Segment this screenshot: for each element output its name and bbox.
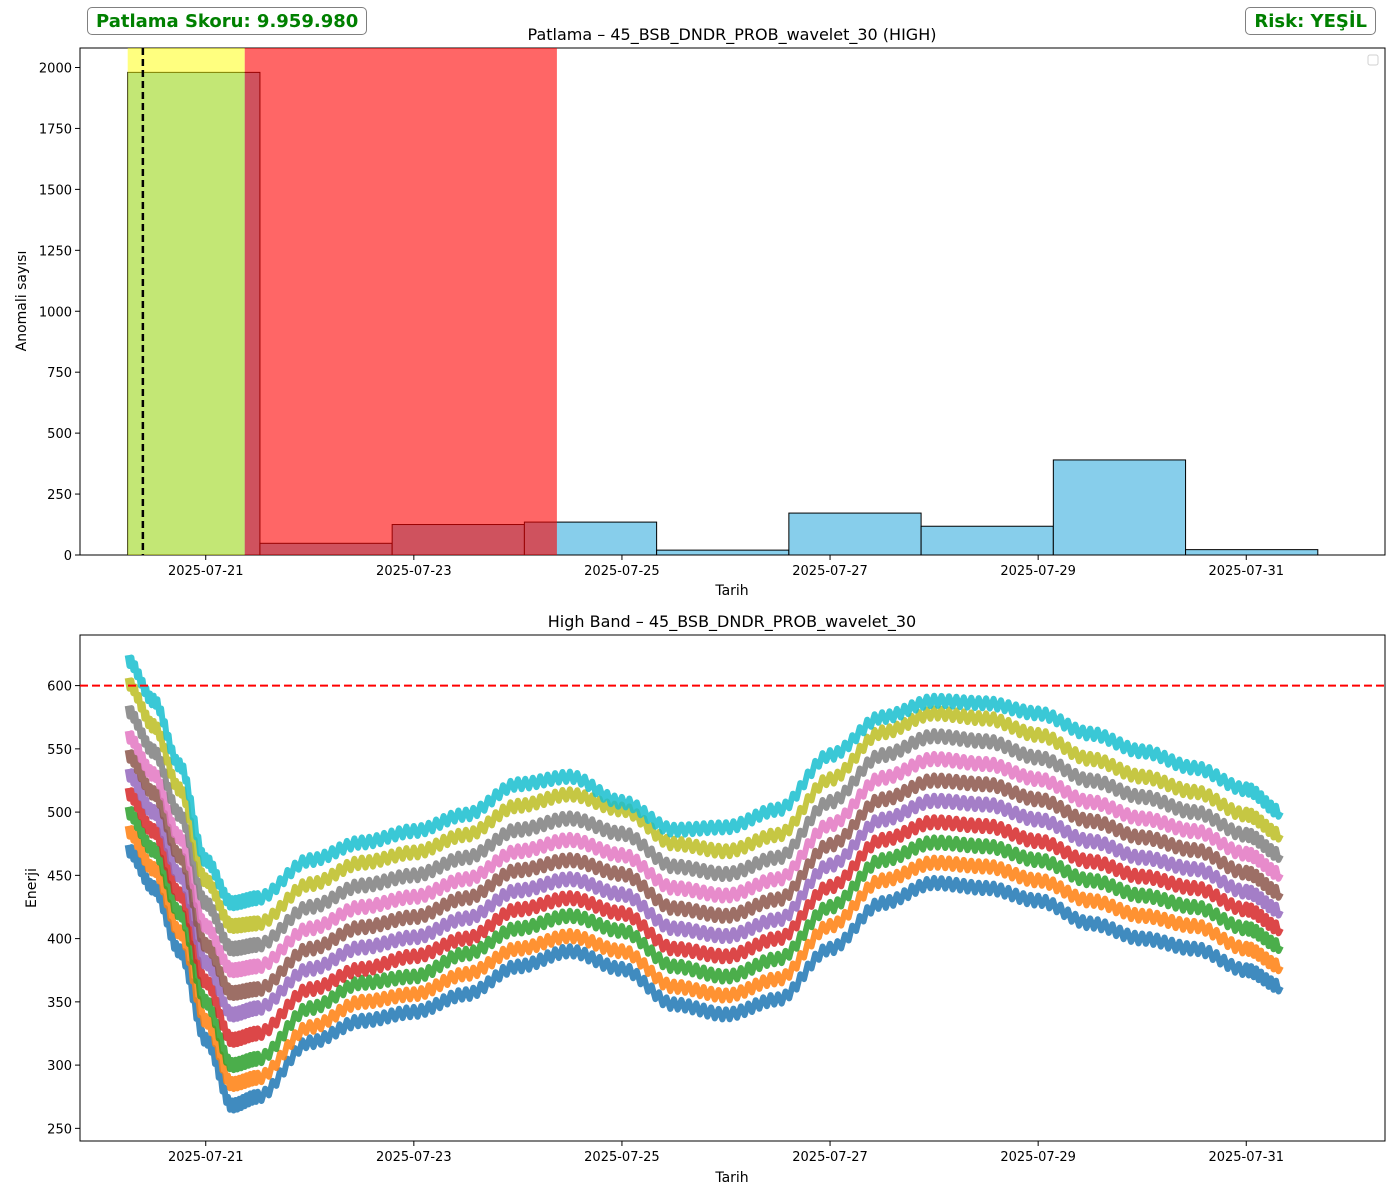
y-tick-label: 750 <box>47 366 72 381</box>
x-tick-label: 2025-07-31 <box>1208 564 1284 579</box>
energy-series-line <box>124 806 1284 1074</box>
empty-legend-box <box>1367 54 1379 66</box>
x-tick-label: 2025-07-21 <box>168 564 244 579</box>
energy-title: High Band – 45_BSB_DNDR_PROB_wavelet_30 <box>548 612 916 632</box>
x-tick-label: 2025-07-29 <box>1000 1150 1076 1165</box>
x-tick-label: 2025-07-25 <box>584 564 660 579</box>
energy-x-label: Tarih <box>714 1170 748 1186</box>
histogram-bar <box>1052 459 1187 556</box>
x-tick-label: 2025-07-29 <box>1000 564 1076 579</box>
y-tick-label: 0 <box>64 549 72 564</box>
energy-series-line <box>124 705 1284 957</box>
energy-y-label: Enerji <box>24 868 40 908</box>
y-tick-label: 1000 <box>39 305 72 320</box>
y-tick-label: 350 <box>47 996 72 1011</box>
y-tick-label: 1500 <box>39 183 72 198</box>
x-tick-label: 2025-07-27 <box>792 564 868 579</box>
energy-series-line <box>124 677 1284 934</box>
energy-series-line <box>124 787 1284 1048</box>
energy-x-ticks: 2025-07-21 2025-07-23 2025-07-25 2025-07-27… <box>168 1141 1284 1165</box>
histogram-bar <box>656 549 790 556</box>
y-tick-label: 1750 <box>39 122 72 137</box>
y-tick-label: 2000 <box>39 62 72 77</box>
histogram-x-ticks: 2025-07-21 2025-07-23 2025-07-25 2025-07-27… <box>168 555 1284 579</box>
x-tick-label: 2025-07-27 <box>792 1150 868 1165</box>
histogram-y-label: Anomali sayısı <box>14 251 30 352</box>
x-tick-label: 2025-07-31 <box>1208 1150 1284 1165</box>
histogram-title: Patlama – 45_BSB_DNDR_PROB_wavelet_30 (H… <box>528 25 937 45</box>
shaded-span <box>244 48 557 555</box>
x-tick-label: 2025-07-25 <box>584 1150 660 1165</box>
shaded-span <box>127 48 245 555</box>
x-tick-label: 2025-07-23 <box>376 564 452 579</box>
histogram-bar <box>920 525 1054 556</box>
y-tick-label: 550 <box>47 743 72 758</box>
y-tick-label: 600 <box>47 680 72 695</box>
energy-series-line <box>124 749 1284 1001</box>
x-tick-label: 2025-07-21 <box>168 1150 244 1165</box>
y-tick-label: 300 <box>47 1059 72 1074</box>
histogram-bar <box>1185 549 1319 556</box>
x-tick-label: 2025-07-23 <box>376 1150 452 1165</box>
energy-series-line <box>124 825 1284 1092</box>
energy-y-ticks: 250 300 350 400 450 500 550 600 <box>47 680 80 1137</box>
energy-series <box>124 654 1284 1114</box>
patlama-score-badge: Patlama Skoru: 9.959.980 <box>87 7 368 35</box>
risk-badge: Risk: YEŞİL <box>1245 7 1376 35</box>
histogram-x-label: Tarih <box>714 583 748 599</box>
histogram-chart: 0 250 500 750 1000 1250 1500 1750 2000 2025-07-2… <box>14 25 1386 599</box>
y-tick-label: 1250 <box>39 244 72 259</box>
y-tick-label: 250 <box>47 1122 72 1137</box>
y-tick-label: 500 <box>47 806 72 821</box>
energy-series-line <box>124 654 1284 912</box>
y-tick-label: 250 <box>47 488 72 503</box>
energy-series-line <box>124 730 1284 979</box>
y-tick-label: 400 <box>47 933 72 948</box>
energy-series-line <box>124 768 1284 1023</box>
y-tick-label: 450 <box>47 869 72 884</box>
energy-frame <box>79 634 1386 1142</box>
shaded-spans <box>127 48 557 555</box>
y-tick-label: 500 <box>47 427 72 442</box>
energy-series-line <box>124 844 1284 1114</box>
histogram-bar <box>788 512 922 556</box>
histogram-y-ticks: 0 250 500 750 1000 1250 1500 1750 2000 <box>39 62 80 564</box>
